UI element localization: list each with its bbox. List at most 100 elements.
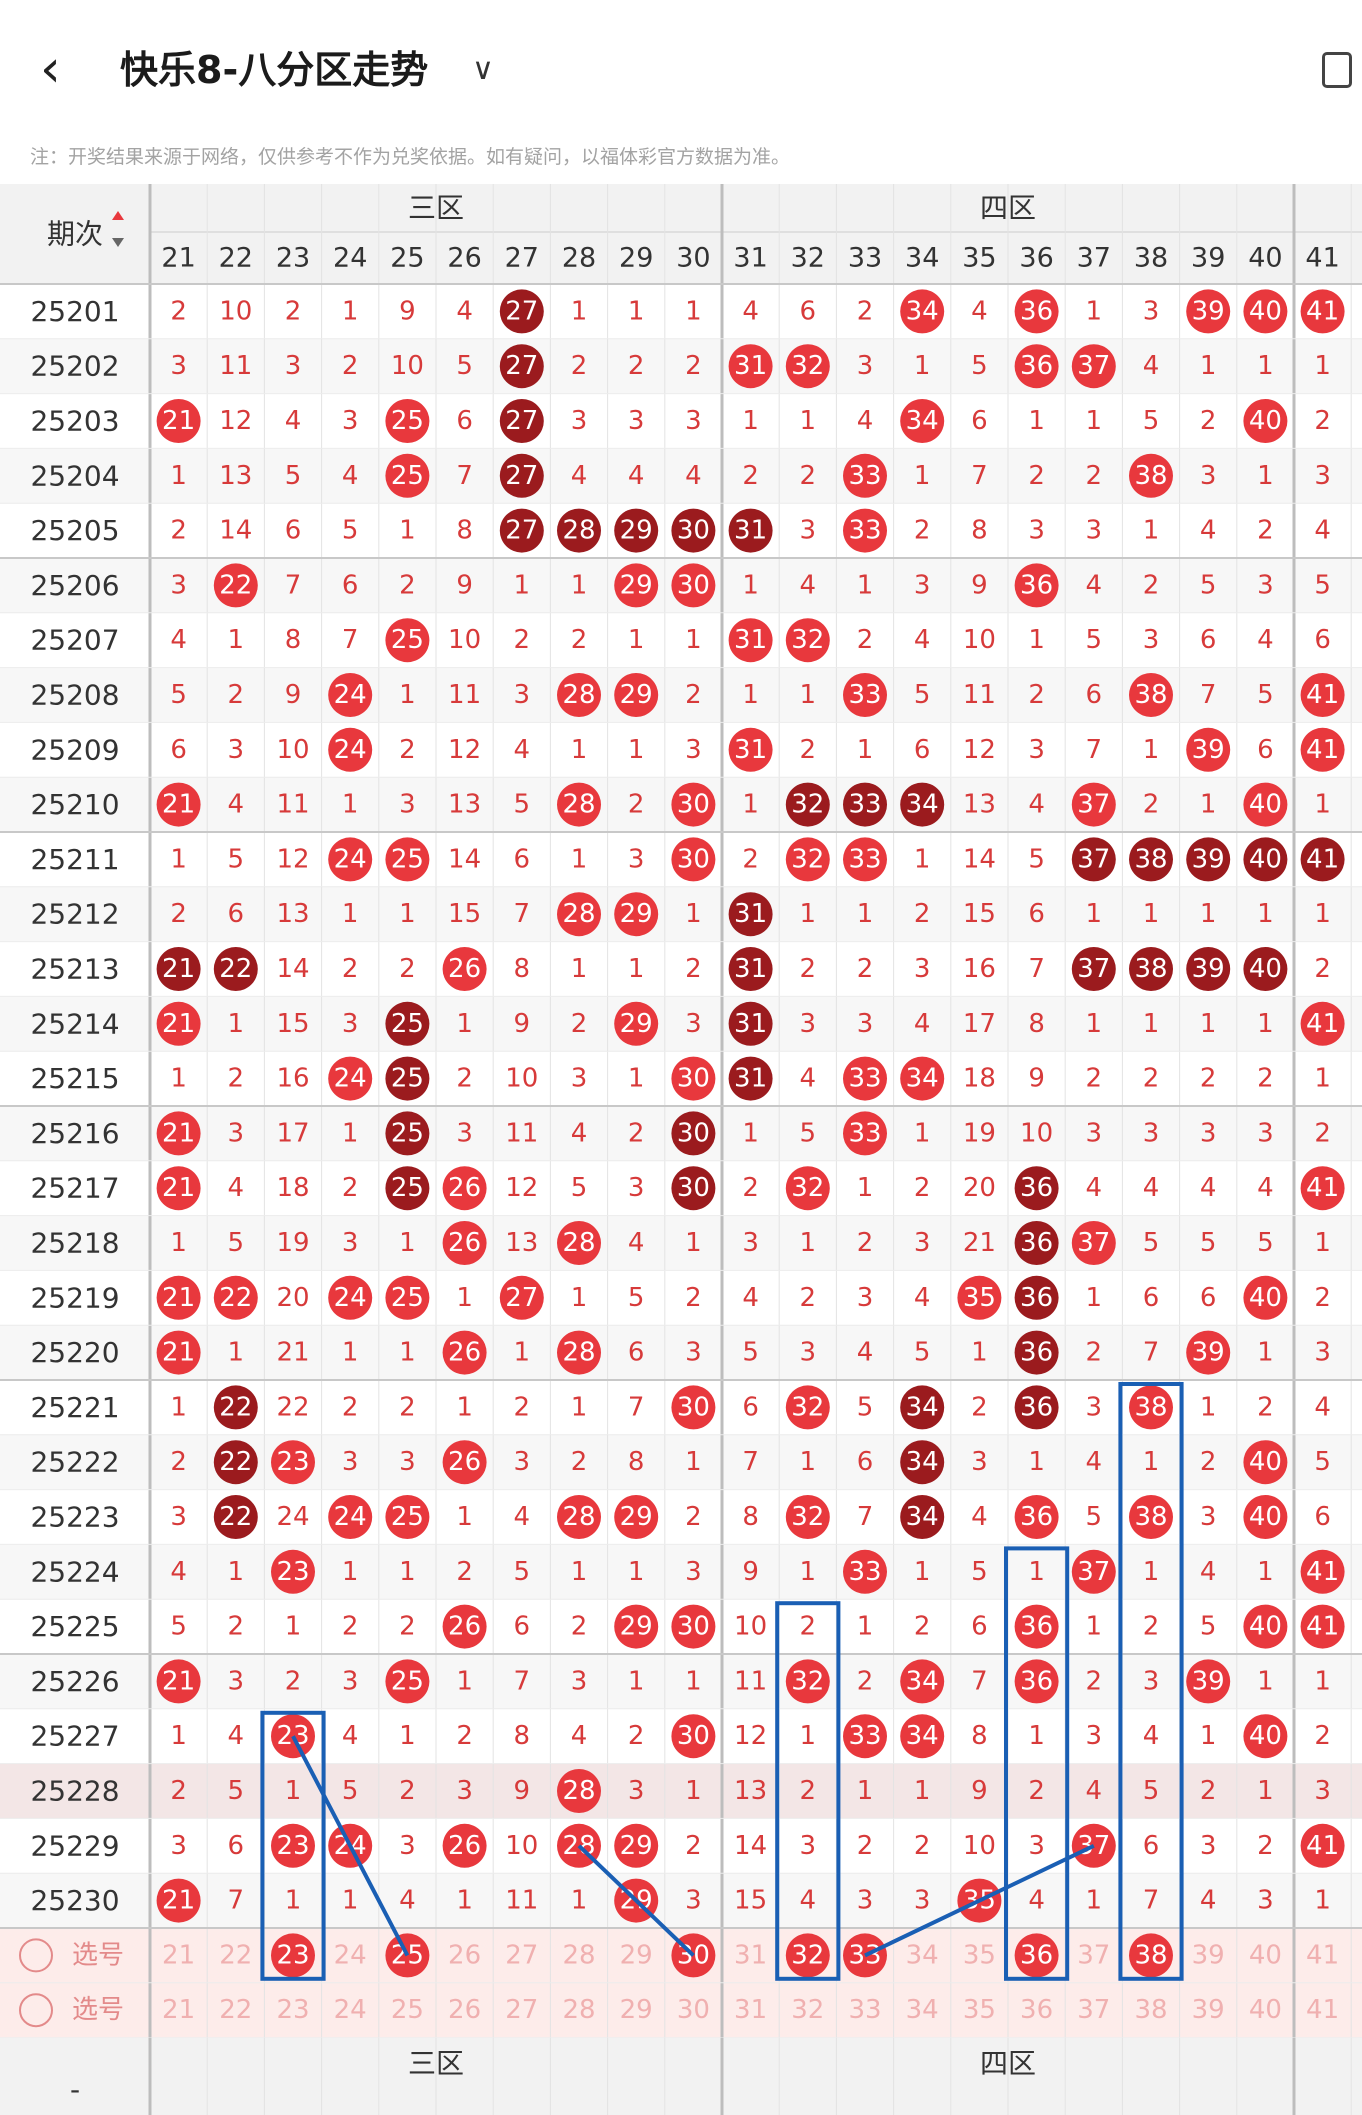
hit-number: 36 bbox=[1020, 1173, 1053, 1203]
selectable-number[interactable]: 39 bbox=[1192, 1940, 1225, 1970]
selectable-number[interactable]: 28 bbox=[562, 1940, 595, 1970]
miss-count: 6 bbox=[342, 570, 359, 600]
selectable-number[interactable]: 31 bbox=[734, 1940, 767, 1970]
selectable-number[interactable]: 27 bbox=[505, 1940, 538, 1970]
selectable-number[interactable]: 24 bbox=[334, 1995, 367, 2025]
selected-ball[interactable] bbox=[1129, 1933, 1173, 1978]
miss-count: 1 bbox=[456, 1666, 473, 1696]
sort-down-icon[interactable] bbox=[112, 238, 124, 247]
selected-ball[interactable] bbox=[271, 1933, 315, 1978]
miss-count: 2 bbox=[342, 351, 359, 381]
miss-count: 2 bbox=[1200, 1064, 1217, 1094]
hit-ball bbox=[614, 892, 659, 937]
miss-count: 5 bbox=[1257, 1228, 1274, 1258]
selectable-number[interactable]: 35 bbox=[963, 1940, 996, 1970]
table-row bbox=[0, 1654, 1362, 1709]
selectable-number[interactable]: 38 bbox=[1134, 1995, 1167, 2025]
miss-count: 3 bbox=[1028, 735, 1045, 765]
selectable-number[interactable]: 35 bbox=[963, 1995, 996, 2025]
hit-ball bbox=[156, 1330, 201, 1375]
miss-count: 10 bbox=[219, 296, 252, 326]
selectable-number[interactable]: 22 bbox=[219, 1995, 252, 2025]
hit-number: 31 bbox=[734, 899, 767, 929]
hit-number: 32 bbox=[791, 790, 824, 820]
miss-count: 3 bbox=[170, 1831, 187, 1861]
selectable-number[interactable]: 25 bbox=[391, 1995, 424, 2025]
selected-ball[interactable] bbox=[785, 1933, 830, 1978]
period-header-cell[interactable] bbox=[0, 184, 150, 284]
selectable-number[interactable]: 22 bbox=[219, 1940, 252, 1970]
chevron-down-icon[interactable]: ∨ bbox=[472, 52, 494, 87]
miss-count: 1 bbox=[1143, 735, 1160, 765]
miss-count: 2 bbox=[742, 844, 759, 874]
miss-count: 1 bbox=[857, 735, 874, 765]
selectable-number[interactable]: 28 bbox=[562, 1995, 595, 2025]
selectable-number[interactable]: 40 bbox=[1249, 1995, 1282, 2025]
selectable-number[interactable]: 24 bbox=[334, 1940, 367, 1970]
hit-number: 25 bbox=[391, 1009, 424, 1039]
miss-count: 4 bbox=[228, 790, 245, 820]
selectable-number[interactable]: 26 bbox=[448, 1940, 481, 1970]
miss-count: 6 bbox=[857, 1447, 874, 1477]
selectable-number[interactable]: 33 bbox=[848, 1995, 881, 2025]
column-header: 26 bbox=[447, 243, 481, 274]
selectable-number[interactable]: 34 bbox=[906, 1940, 939, 1970]
selected-ball[interactable] bbox=[1014, 1933, 1059, 1978]
sort-up-icon[interactable] bbox=[112, 211, 124, 220]
select-radio[interactable] bbox=[19, 1993, 53, 2028]
hit-number: 21 bbox=[162, 1886, 195, 1916]
hit-ball bbox=[671, 1056, 716, 1101]
hit-number: 29 bbox=[620, 1009, 653, 1039]
hit-number: 39 bbox=[1192, 296, 1225, 326]
miss-count: 1 bbox=[571, 844, 588, 874]
period-cell: 25228 bbox=[30, 1775, 119, 1808]
miss-count: 4 bbox=[1086, 1173, 1103, 1203]
selectable-number[interactable]: 27 bbox=[505, 1995, 538, 2025]
miss-count: 2 bbox=[742, 1173, 759, 1203]
selectable-number[interactable]: 23 bbox=[276, 1995, 309, 2025]
miss-count: 2 bbox=[800, 1612, 817, 1642]
selectable-number[interactable]: 29 bbox=[620, 1940, 653, 1970]
selectable-number[interactable]: 41 bbox=[1306, 1995, 1339, 2025]
selectable-number[interactable]: 36 bbox=[1020, 1995, 1053, 2025]
hit-number: 21 bbox=[162, 790, 195, 820]
selectable-number[interactable]: 21 bbox=[162, 1940, 195, 1970]
selectable-number[interactable]: 37 bbox=[1077, 1940, 1110, 1970]
miss-count: 1 bbox=[628, 1064, 645, 1094]
hit-number: 31 bbox=[734, 735, 767, 765]
miss-count: 14 bbox=[963, 844, 996, 874]
chevron-left-icon[interactable]: ‹ bbox=[40, 39, 61, 99]
selectable-number[interactable]: 29 bbox=[620, 1995, 653, 2025]
period-cell: 25209 bbox=[30, 733, 119, 766]
selectable-number[interactable]: 30 bbox=[677, 1995, 710, 2025]
hit-number: 30 bbox=[677, 844, 710, 874]
hit-ball bbox=[671, 1385, 716, 1430]
period-cell: 25215 bbox=[30, 1062, 119, 1095]
miss-count: 20 bbox=[276, 1283, 309, 1313]
page-title[interactable]: 快乐8-八分区走势 bbox=[120, 48, 429, 92]
phone-rotate-icon[interactable] bbox=[1322, 52, 1352, 88]
selectable-number[interactable]: 26 bbox=[448, 1995, 481, 2025]
selectable-number[interactable]: 21 bbox=[162, 1995, 195, 2025]
miss-count: 1 bbox=[1028, 406, 1045, 436]
hit-number: 27 bbox=[505, 296, 538, 326]
selectable-number[interactable]: 32 bbox=[791, 1995, 824, 2025]
hit-number: 26 bbox=[448, 1447, 481, 1477]
miss-count: 1 bbox=[1257, 1557, 1274, 1587]
miss-count: 9 bbox=[514, 1009, 531, 1039]
hit-number: 40 bbox=[1249, 1502, 1282, 1532]
miss-count: 2 bbox=[1314, 1118, 1331, 1148]
select-radio[interactable] bbox=[19, 1938, 53, 1973]
selectable-number[interactable]: 41 bbox=[1306, 1940, 1339, 1970]
selectable-number[interactable]: 39 bbox=[1192, 1995, 1225, 2025]
hit-ball bbox=[1014, 1330, 1059, 1375]
miss-count: 1 bbox=[1314, 790, 1331, 820]
miss-count: 3 bbox=[1257, 1886, 1274, 1916]
miss-count: 9 bbox=[456, 570, 473, 600]
hit-number: 25 bbox=[391, 1118, 424, 1148]
selectable-number[interactable]: 34 bbox=[906, 1995, 939, 2025]
miss-count: 6 bbox=[800, 296, 817, 326]
selectable-number[interactable]: 40 bbox=[1249, 1940, 1282, 1970]
selectable-number[interactable]: 31 bbox=[734, 1995, 767, 2025]
selectable-number[interactable]: 37 bbox=[1077, 1995, 1110, 2025]
